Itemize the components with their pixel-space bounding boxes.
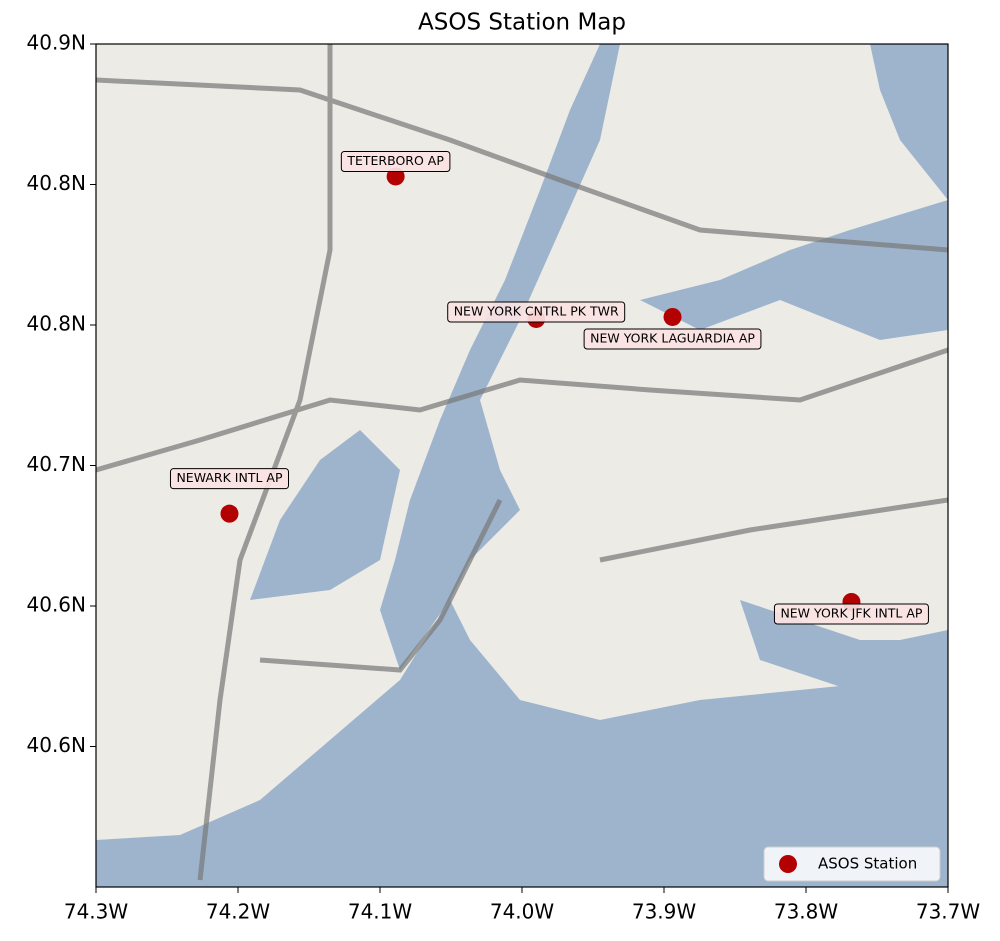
station-marker (663, 307, 682, 326)
label-text: NEWARK INTL AP (176, 470, 282, 485)
label-text: NEW YORK LAGUARDIA AP (590, 330, 755, 345)
station-label: TETERBORO AP (340, 150, 451, 172)
legend-marker (779, 855, 797, 873)
basemap (96, 44, 948, 887)
x-tick-label: 73.9W (632, 900, 697, 924)
label-box (583, 328, 762, 350)
x-tick-label: 73.8W (774, 900, 839, 924)
legend-label: ASOS Station (818, 855, 917, 873)
y-tick-label: 40.7N (27, 452, 87, 476)
label-text: NEW YORK JFK INTL AP (780, 605, 922, 620)
label-box (169, 468, 289, 490)
y-tick-label: 40.6N (27, 593, 87, 617)
y-tick-label: 40.6N (27, 733, 87, 757)
station-label: NEW YORK JFK INTL AP (773, 603, 929, 625)
station-marker (220, 504, 239, 523)
chart-title: ASOS Station Map (418, 10, 626, 36)
y-tick-label: 40.8N (27, 171, 87, 195)
y-tick-label: 40.8N (27, 312, 87, 336)
station-label: NEW YORK LAGUARDIA AP (583, 328, 762, 350)
label-text: NEW YORK CNTRL PK TWR (454, 303, 619, 318)
label-text: TETERBORO AP (346, 153, 444, 168)
label-box (340, 150, 451, 172)
x-tick-label: 74.0W (490, 900, 555, 924)
x-tick-label: 74.2W (206, 900, 271, 924)
label-box (773, 603, 929, 625)
station-label: NEW YORK CNTRL PK TWR (447, 301, 626, 323)
x-tick-label: 73.7W (916, 900, 981, 924)
station-label: NEWARK INTL AP (169, 468, 289, 490)
x-tick-label: 74.3W (64, 900, 129, 924)
y-tick-label: 40.9N (27, 31, 87, 55)
label-box (447, 301, 626, 323)
legend-box (763, 846, 941, 882)
x-tick-label: 74.1W (348, 900, 413, 924)
legend: ASOS Station (763, 846, 941, 882)
